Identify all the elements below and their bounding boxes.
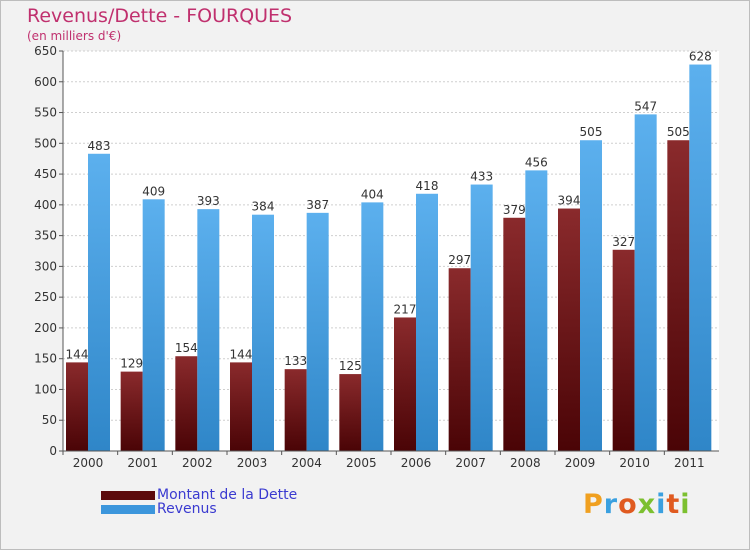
y-tick-label: 300: [34, 259, 57, 273]
bar-debt: [612, 249, 635, 451]
bar-revenue: [252, 214, 274, 451]
x-tick-label: 2011: [674, 456, 705, 470]
x-tick-label: 2009: [565, 456, 596, 470]
legend-swatch-debt: [101, 490, 155, 500]
y-tick-label: 650: [34, 44, 57, 58]
data-label-revenue: 387: [306, 198, 329, 212]
data-label-revenue: 483: [88, 139, 111, 153]
bar-revenue: [580, 140, 602, 451]
logo-letter: P: [583, 489, 604, 520]
data-label-revenue: 418: [416, 179, 439, 193]
data-label-debt: 297: [448, 253, 471, 267]
y-tick-label: 500: [34, 136, 57, 150]
legend-label-debt: Montant de la Dette: [157, 487, 298, 503]
y-tick-label: 0: [49, 444, 57, 458]
data-label-debt: 125: [339, 359, 362, 373]
grid-layer: [63, 50, 719, 452]
bar-debt: [667, 140, 690, 451]
bar-revenue: [525, 170, 548, 451]
data-label-debt: 379: [503, 203, 526, 217]
data-label-revenue: 409: [142, 184, 165, 198]
bar-debt: [448, 268, 471, 451]
y-tick-label: 400: [34, 198, 57, 212]
x-tick-label: 2003: [237, 456, 268, 470]
y-tick-label: 150: [34, 352, 57, 366]
y-tick-label: 250: [34, 290, 57, 304]
data-label-revenue: 404: [361, 187, 384, 201]
legend-swatch-revenue: [101, 504, 155, 514]
data-label-revenue: 393: [197, 194, 220, 208]
bar-revenue: [306, 212, 329, 451]
data-label-debt: 327: [612, 235, 635, 249]
legend-item-revenue: Revenus: [101, 502, 217, 516]
data-label-revenue: 547: [634, 99, 657, 113]
data-label-debt: 217: [394, 302, 417, 316]
proxiti-logo: Proxiti: [583, 489, 691, 520]
y-tick-label: 450: [34, 167, 57, 181]
data-label-debt: 154: [175, 341, 198, 355]
logo-letter: r: [603, 489, 619, 520]
bar-debt: [284, 369, 307, 451]
chart-title: Revenus/Dette - FOURQUES: [27, 5, 293, 27]
bar-revenue: [142, 199, 165, 451]
bar-revenue: [634, 114, 657, 451]
bar-debt: [120, 371, 143, 451]
x-tick-label: 2002: [182, 456, 213, 470]
data-label-revenue: 505: [580, 125, 603, 139]
bar-debt: [66, 362, 88, 451]
labels-layer: 144 483 129 409 154 393 144 384 133 387 125 404 217 4…: [66, 50, 712, 374]
bar-debt: [230, 362, 252, 451]
x-tick-label: 2008: [510, 456, 541, 470]
bar-revenue: [689, 64, 712, 452]
bar-revenue: [416, 193, 438, 451]
data-label-debt: 144: [230, 347, 253, 361]
x-tick-label: 2000: [73, 456, 104, 470]
logo-letter: o: [618, 489, 638, 520]
logo-letter: i: [680, 489, 691, 520]
x-tick-label: 2004: [291, 456, 322, 470]
plot-area: [63, 51, 719, 451]
x-tick-label: 2006: [401, 456, 432, 470]
bar-debt: [558, 208, 580, 451]
y-tick-label: 550: [34, 106, 57, 120]
bar-debt: [175, 356, 198, 451]
logo-letter: t: [666, 489, 681, 520]
data-label-debt: 144: [66, 347, 89, 361]
x-tick-label: 2001: [127, 456, 158, 470]
legend-label-revenue: Revenus: [157, 501, 217, 517]
bar-debt: [503, 217, 526, 451]
bar-revenue: [88, 153, 110, 451]
y-tick-label: 600: [34, 75, 57, 89]
bars-layer: [66, 64, 712, 452]
logo-letter: i: [656, 489, 667, 520]
data-label-revenue: 433: [470, 170, 493, 184]
data-label-revenue: 628: [689, 50, 712, 64]
x-tick-label: 2010: [619, 456, 650, 470]
data-label-revenue: 456: [525, 155, 548, 169]
bar-revenue: [470, 184, 493, 452]
x-tick-label: 2007: [455, 456, 486, 470]
bar-revenue: [361, 202, 384, 451]
x-tick-label: 2005: [346, 456, 377, 470]
logo-letter: x: [637, 489, 657, 520]
y-tick-label: 100: [34, 382, 57, 396]
bar-revenue: [197, 209, 220, 451]
y-tick-label: 350: [34, 229, 57, 243]
data-label-debt: 505: [667, 125, 690, 139]
y-tick-label: 50: [42, 413, 57, 427]
data-label-debt: 133: [284, 354, 307, 368]
y-tick-label: 200: [34, 321, 57, 335]
chart-subtitle: (en milliers d'€): [27, 29, 122, 43]
data-label-revenue: 384: [252, 200, 275, 214]
bar-debt: [394, 317, 416, 451]
data-label-debt: 129: [120, 357, 143, 371]
data-label-debt: 394: [558, 194, 581, 208]
legend-item-debt: Montant de la Dette: [101, 488, 297, 502]
axis-layer: 0 50 100 150 200 250 300 350 400 450 500 550 600 650 2…: [34, 44, 719, 470]
bar-debt: [339, 374, 362, 451]
